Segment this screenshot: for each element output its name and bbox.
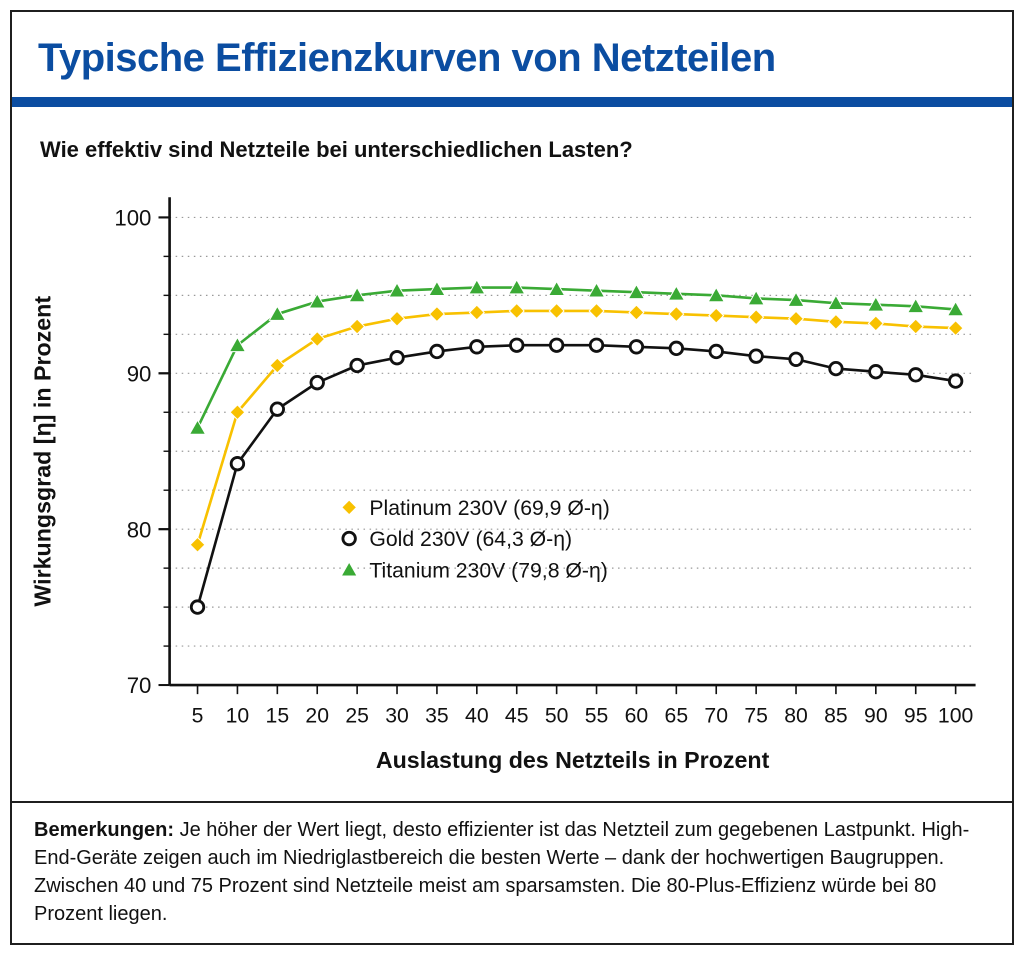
svg-text:30: 30	[385, 704, 409, 727]
svg-text:5: 5	[192, 704, 204, 727]
svg-text:100: 100	[114, 206, 151, 231]
remarks-text: Je höher der Wert liegt, desto effizient…	[34, 819, 970, 925]
chart-container: 70 80 90 100 5 10 15 20 25 30 35 40 45 50 55 60 65 70 75 80…	[18, 175, 1012, 786]
title-divider-bar	[12, 97, 1012, 107]
svg-text:85: 85	[824, 704, 848, 727]
chart-subtitle: Wie effektiv sind Netzteile bei untersch…	[40, 137, 633, 162]
svg-text:45: 45	[505, 704, 529, 727]
efficiency-chart: 70 80 90 100 5 10 15 20 25 30 35 40 45 50 55 60 65 70 75 80…	[29, 197, 976, 773]
svg-text:90: 90	[864, 704, 888, 727]
svg-text:70: 70	[704, 704, 728, 727]
remarks-label: Bemerkungen:	[34, 819, 175, 841]
svg-text:10: 10	[226, 704, 250, 727]
svg-text:35: 35	[425, 704, 449, 727]
svg-text:40: 40	[465, 704, 489, 727]
page-title: Typische Effizienzkurven von Netzteilen	[38, 36, 776, 80]
svg-text:Titanium 230V (79,8 Ø-η): Titanium 230V (79,8 Ø-η)	[369, 559, 607, 582]
svg-text:80: 80	[127, 517, 152, 542]
svg-text:75: 75	[744, 704, 768, 727]
svg-text:Auslastung des Netzteils in Pr: Auslastung des Netzteils in Prozent	[376, 747, 770, 773]
svg-text:Gold 230V (64,3 Ø-η): Gold 230V (64,3 Ø-η)	[369, 528, 572, 551]
svg-text:65: 65	[665, 704, 689, 727]
svg-text:80: 80	[784, 704, 808, 727]
svg-text:70: 70	[127, 673, 152, 698]
svg-text:90: 90	[127, 361, 152, 386]
svg-text:55: 55	[585, 704, 609, 727]
svg-text:100: 100	[938, 704, 973, 727]
remarks-section: Bemerkungen: Je höher der Wert liegt, de…	[12, 801, 1012, 943]
svg-text:20: 20	[305, 704, 329, 727]
svg-text:60: 60	[625, 704, 649, 727]
svg-text:50: 50	[545, 704, 569, 727]
svg-text:15: 15	[266, 704, 290, 727]
svg-text:95: 95	[904, 704, 928, 727]
svg-text:Platinum 230V (69,9 Ø-η): Platinum 230V (69,9 Ø-η)	[369, 497, 609, 520]
title-block: Typische Effizienzkurven von Netzteilen	[12, 12, 1012, 97]
svg-text:25: 25	[345, 704, 369, 727]
svg-text:Wirkungsgrad [η] in Prozent: Wirkungsgrad [η] in Prozent	[29, 296, 55, 607]
page-frame: Typische Effizienzkurven von Netzteilen …	[10, 10, 1014, 945]
